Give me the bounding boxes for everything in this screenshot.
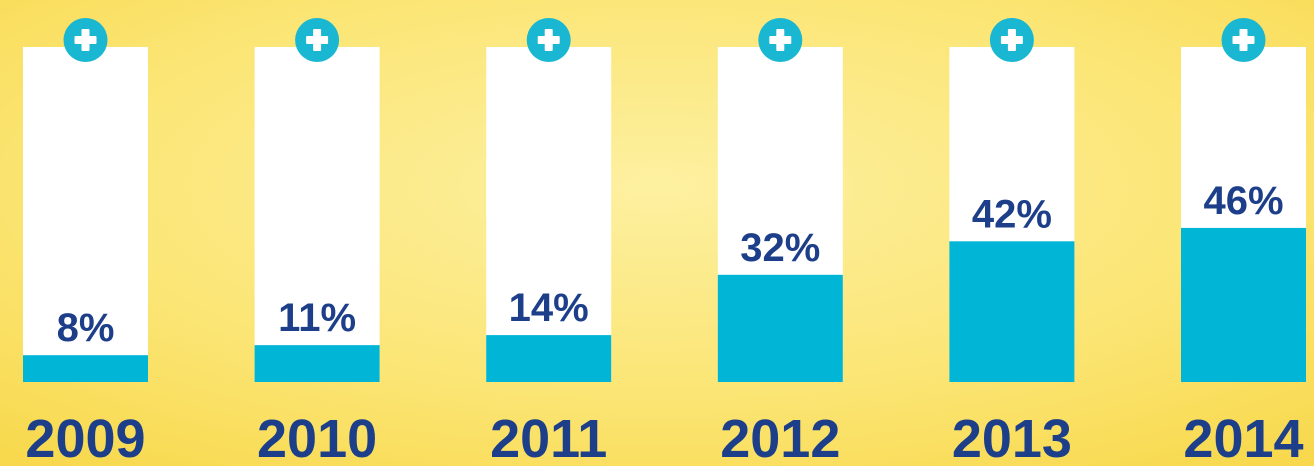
x-tick-label: 2013 [952,409,1072,466]
value-label: 11% [278,296,356,340]
bar [486,335,612,382]
bar [254,345,380,382]
bar [717,274,843,382]
value-label: 42% [972,192,1052,236]
x-tick-label: 2011 [490,409,607,466]
value-label: 14% [509,286,589,330]
battery-body [254,47,380,382]
x-tick-label: 2012 [720,409,840,466]
plus-v [81,29,90,51]
value-label: 46% [1203,179,1283,223]
x-tick-label: 2009 [25,409,145,466]
bar [23,355,148,382]
battery-body [23,47,148,382]
bar [1181,227,1306,382]
battery-body [486,47,612,382]
value-label: 32% [740,226,820,270]
value-label: 8% [57,306,115,350]
plus-v [544,29,553,51]
plus-v [1007,29,1016,51]
bar [949,241,1075,382]
plus-v [776,29,785,51]
plus-v [1239,29,1248,51]
x-tick-label: 2010 [257,409,377,466]
plus-v [313,29,322,51]
x-tick-label: 2014 [1183,409,1303,466]
